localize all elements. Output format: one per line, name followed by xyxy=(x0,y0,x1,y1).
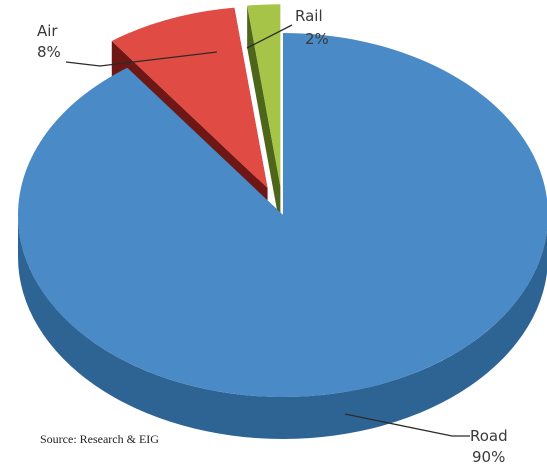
slice-road-side xyxy=(18,215,547,439)
label-air: Air xyxy=(37,22,58,40)
slice-air-top xyxy=(111,7,268,189)
label-road: Road xyxy=(470,427,508,445)
leader-line-road xyxy=(344,413,470,437)
leader-line-air xyxy=(65,51,218,67)
slice-road-top xyxy=(18,33,547,397)
slice-road xyxy=(18,33,547,439)
value-label-road: 90% xyxy=(472,448,505,466)
slice-rail xyxy=(247,4,281,229)
slice-rail-top xyxy=(247,4,281,187)
leader-line-rail xyxy=(246,24,293,49)
slice-rail-wall-start xyxy=(247,5,281,229)
value-label-air: 8% xyxy=(37,43,61,61)
source-note: Source: Research & EIG xyxy=(40,432,159,446)
labels-layer: Road 90% Air 8% Rail 2% xyxy=(37,7,508,466)
slices-layer xyxy=(18,4,547,439)
value-label-rail: 2% xyxy=(305,30,329,48)
label-rail: Rail xyxy=(295,7,323,25)
